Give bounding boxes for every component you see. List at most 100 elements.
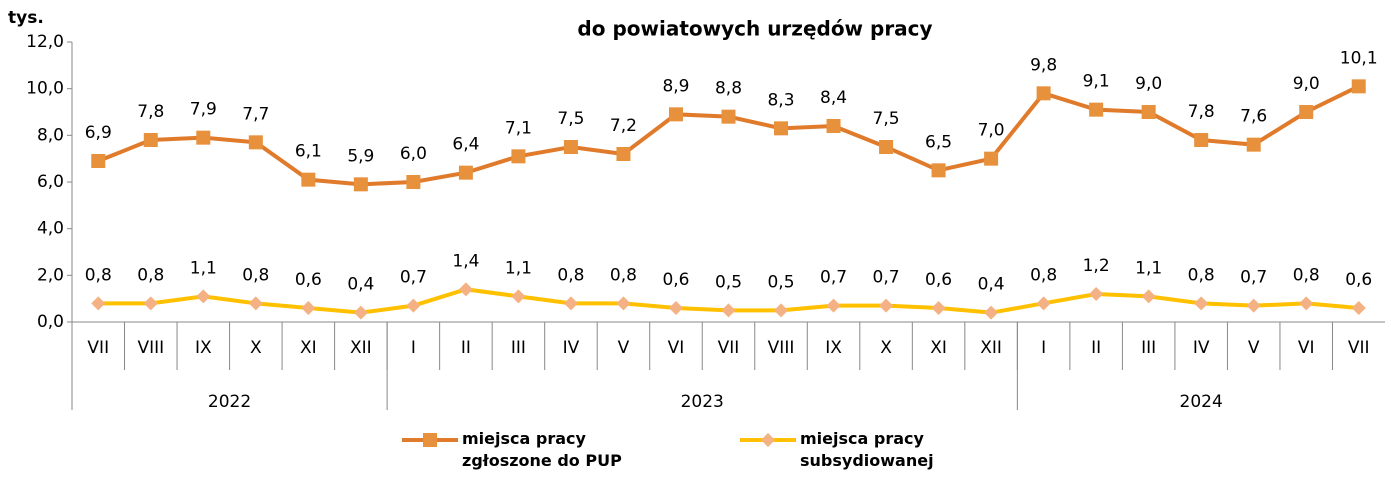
group-label: 2022 bbox=[208, 392, 251, 412]
x-tick-label: VI bbox=[668, 338, 685, 358]
legend-label: miejsca pracy subsydiowanej bbox=[800, 429, 934, 470]
marker bbox=[406, 298, 421, 313]
marker bbox=[1299, 296, 1314, 311]
data-label: 9,0 bbox=[1293, 74, 1320, 94]
data-label: 0,8 bbox=[137, 265, 164, 285]
x-tick-label: IV bbox=[563, 338, 580, 358]
data-label: 9,0 bbox=[1135, 74, 1162, 94]
x-tick-label: VIII bbox=[137, 338, 164, 358]
data-label: 0,7 bbox=[400, 268, 427, 288]
marker bbox=[301, 301, 316, 315]
marker bbox=[458, 282, 473, 297]
x-tick-label: III bbox=[1141, 338, 1156, 358]
marker bbox=[668, 107, 683, 122]
data-label: 10,1 bbox=[1340, 48, 1378, 68]
data-label: 8,3 bbox=[767, 90, 794, 110]
marker bbox=[879, 298, 894, 313]
marker bbox=[826, 119, 841, 133]
data-label: 1,1 bbox=[505, 258, 532, 278]
data-label: 7,5 bbox=[873, 109, 900, 129]
x-tick-label: II bbox=[461, 338, 471, 358]
x-tick-label: VI bbox=[1298, 338, 1315, 358]
marker bbox=[616, 296, 631, 311]
marker bbox=[668, 301, 683, 315]
data-label: 0,8 bbox=[557, 265, 584, 285]
marker bbox=[1246, 298, 1261, 313]
marker bbox=[774, 121, 789, 136]
x-tick-label: V bbox=[618, 338, 630, 358]
group-label: 2024 bbox=[1180, 392, 1223, 412]
x-tick-label: II bbox=[1091, 338, 1101, 358]
y-tick-label: 10,0 bbox=[26, 79, 64, 99]
x-tick-label: V bbox=[1248, 338, 1260, 358]
data-label: 6,0 bbox=[400, 144, 427, 164]
x-tick-label: IV bbox=[1193, 338, 1210, 358]
data-label: 8,4 bbox=[820, 88, 847, 108]
marker bbox=[826, 298, 841, 313]
marker bbox=[721, 109, 736, 124]
marker bbox=[1089, 287, 1104, 301]
data-label: 7,8 bbox=[1188, 102, 1215, 122]
data-label: 1,1 bbox=[1135, 258, 1162, 278]
data-label: 6,5 bbox=[925, 132, 952, 152]
data-label: 9,8 bbox=[1030, 55, 1057, 75]
data-label: 0,6 bbox=[295, 270, 322, 290]
marker bbox=[1299, 105, 1314, 119]
data-label: 9,1 bbox=[1083, 72, 1110, 92]
marker bbox=[1036, 296, 1051, 311]
data-label: 6,4 bbox=[452, 135, 479, 155]
data-label: 1,2 bbox=[1083, 256, 1110, 276]
marker bbox=[91, 154, 106, 168]
chart-title: do powiatowych urzędów pracy bbox=[577, 17, 932, 41]
marker bbox=[1141, 105, 1156, 119]
data-label: 0,8 bbox=[1030, 265, 1057, 285]
data-label: 5,9 bbox=[347, 146, 374, 166]
x-tick-label: VII bbox=[718, 338, 740, 358]
data-label: 7,9 bbox=[190, 100, 217, 120]
x-tick-label: VII bbox=[87, 338, 109, 358]
legend-label: miejsca pracy zgłoszone do PUP bbox=[462, 429, 622, 470]
marker bbox=[143, 133, 158, 147]
marker bbox=[196, 289, 211, 304]
data-label: 0,6 bbox=[662, 270, 689, 290]
marker bbox=[721, 303, 736, 318]
data-label: 0,7 bbox=[820, 268, 847, 288]
x-tick-label: XII bbox=[980, 338, 1002, 358]
marker bbox=[511, 289, 526, 304]
data-label: 0,7 bbox=[873, 268, 900, 288]
x-tick-label: X bbox=[250, 338, 262, 358]
marker bbox=[931, 163, 946, 178]
data-label: 0,8 bbox=[610, 265, 637, 285]
y-tick-label: 6,0 bbox=[37, 172, 64, 192]
marker bbox=[931, 301, 946, 315]
marker bbox=[143, 296, 158, 311]
data-label: 0,6 bbox=[1345, 270, 1372, 290]
marker bbox=[1351, 301, 1366, 315]
data-label: 1,1 bbox=[190, 258, 217, 278]
marker bbox=[248, 135, 263, 150]
data-label: 0,7 bbox=[1240, 268, 1267, 288]
x-tick-label: III bbox=[511, 338, 526, 358]
x-tick-label: XII bbox=[350, 338, 372, 358]
marker bbox=[1036, 86, 1051, 101]
x-tick-label: VIII bbox=[768, 338, 795, 358]
data-label: 7,7 bbox=[242, 104, 269, 124]
marker bbox=[616, 147, 631, 161]
marker bbox=[984, 151, 999, 166]
x-tick-label: I bbox=[1041, 338, 1046, 358]
y-tick-label: 8,0 bbox=[37, 125, 64, 145]
data-label: 0,5 bbox=[767, 272, 794, 292]
marker bbox=[353, 305, 368, 320]
data-label: 6,9 bbox=[85, 123, 112, 143]
data-label: 0,8 bbox=[1293, 265, 1320, 285]
x-tick-label: IX bbox=[195, 338, 212, 358]
marker bbox=[1089, 102, 1104, 117]
data-label: 0,8 bbox=[1188, 265, 1215, 285]
marker bbox=[423, 433, 437, 447]
marker bbox=[353, 177, 368, 192]
y-tick-label: 2,0 bbox=[37, 265, 64, 285]
series-line bbox=[97, 84, 1360, 187]
data-label: 0,6 bbox=[925, 270, 952, 290]
data-label: 6,1 bbox=[295, 142, 322, 162]
